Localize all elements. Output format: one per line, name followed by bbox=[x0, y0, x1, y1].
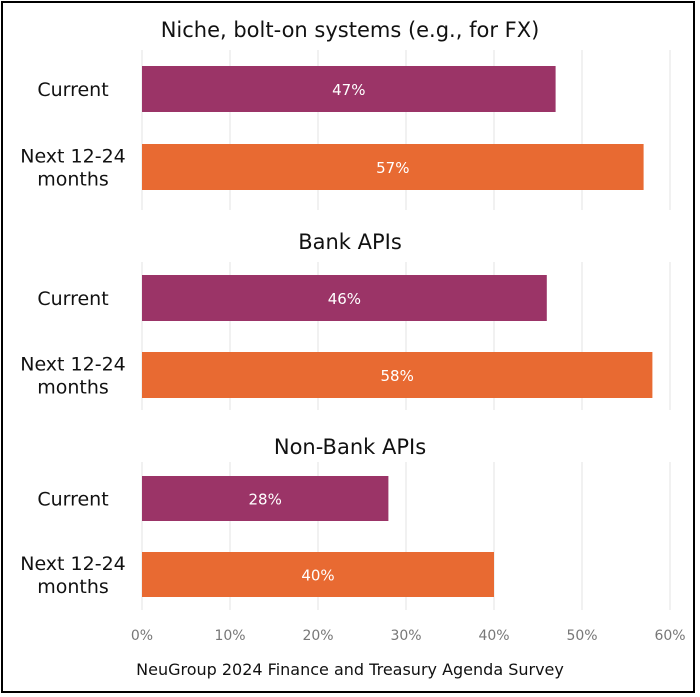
bar-value-label: 46% bbox=[328, 290, 361, 308]
bar-value-label: 47% bbox=[332, 81, 365, 99]
category-label: months bbox=[37, 169, 109, 191]
x-axis: 0% 10% 20% 30% 40% 50% 60% bbox=[131, 628, 686, 644]
x-tick-label: 10% bbox=[214, 628, 245, 644]
panel-title: Bank APIs bbox=[298, 230, 402, 254]
bar-value-label: 58% bbox=[381, 367, 414, 385]
panel-title: Non-Bank APIs bbox=[274, 435, 426, 459]
bar-value-label: 40% bbox=[301, 567, 334, 585]
x-tick-label: 30% bbox=[390, 628, 421, 644]
category-label: months bbox=[37, 377, 109, 399]
x-tick-label: 40% bbox=[478, 628, 509, 644]
category-label: Next 12-24 bbox=[20, 553, 126, 575]
gridlines bbox=[141, 50, 671, 610]
chart-marks: Niche, bolt-on systems (e.g., for FX) 47%… bbox=[20, 18, 653, 598]
x-tick-label: 0% bbox=[131, 628, 153, 644]
bar-value-label: 28% bbox=[249, 491, 282, 509]
category-label: Current bbox=[37, 79, 108, 101]
chart-footer: NeuGroup 2024 Finance and Treasury Agend… bbox=[136, 660, 564, 679]
x-tick-label: 50% bbox=[566, 628, 597, 644]
bar-next-12-24-months bbox=[142, 552, 494, 597]
bar-next-12-24-months bbox=[142, 144, 644, 190]
category-label: Next 12-24 bbox=[20, 146, 126, 168]
bar-value-label: 57% bbox=[376, 159, 409, 177]
category-label: Current bbox=[37, 288, 108, 310]
bar-current bbox=[142, 275, 547, 321]
panel-title: Niche, bolt-on systems (e.g., for FX) bbox=[161, 18, 540, 42]
bar-current bbox=[142, 66, 556, 112]
bar-current bbox=[142, 476, 389, 521]
category-label: months bbox=[37, 576, 109, 598]
category-label: Next 12-24 bbox=[20, 354, 126, 376]
category-label: Current bbox=[37, 489, 108, 511]
x-tick-label: 20% bbox=[302, 628, 333, 644]
x-tick-label: 60% bbox=[654, 628, 685, 644]
bar-next-12-24-months bbox=[142, 352, 653, 398]
